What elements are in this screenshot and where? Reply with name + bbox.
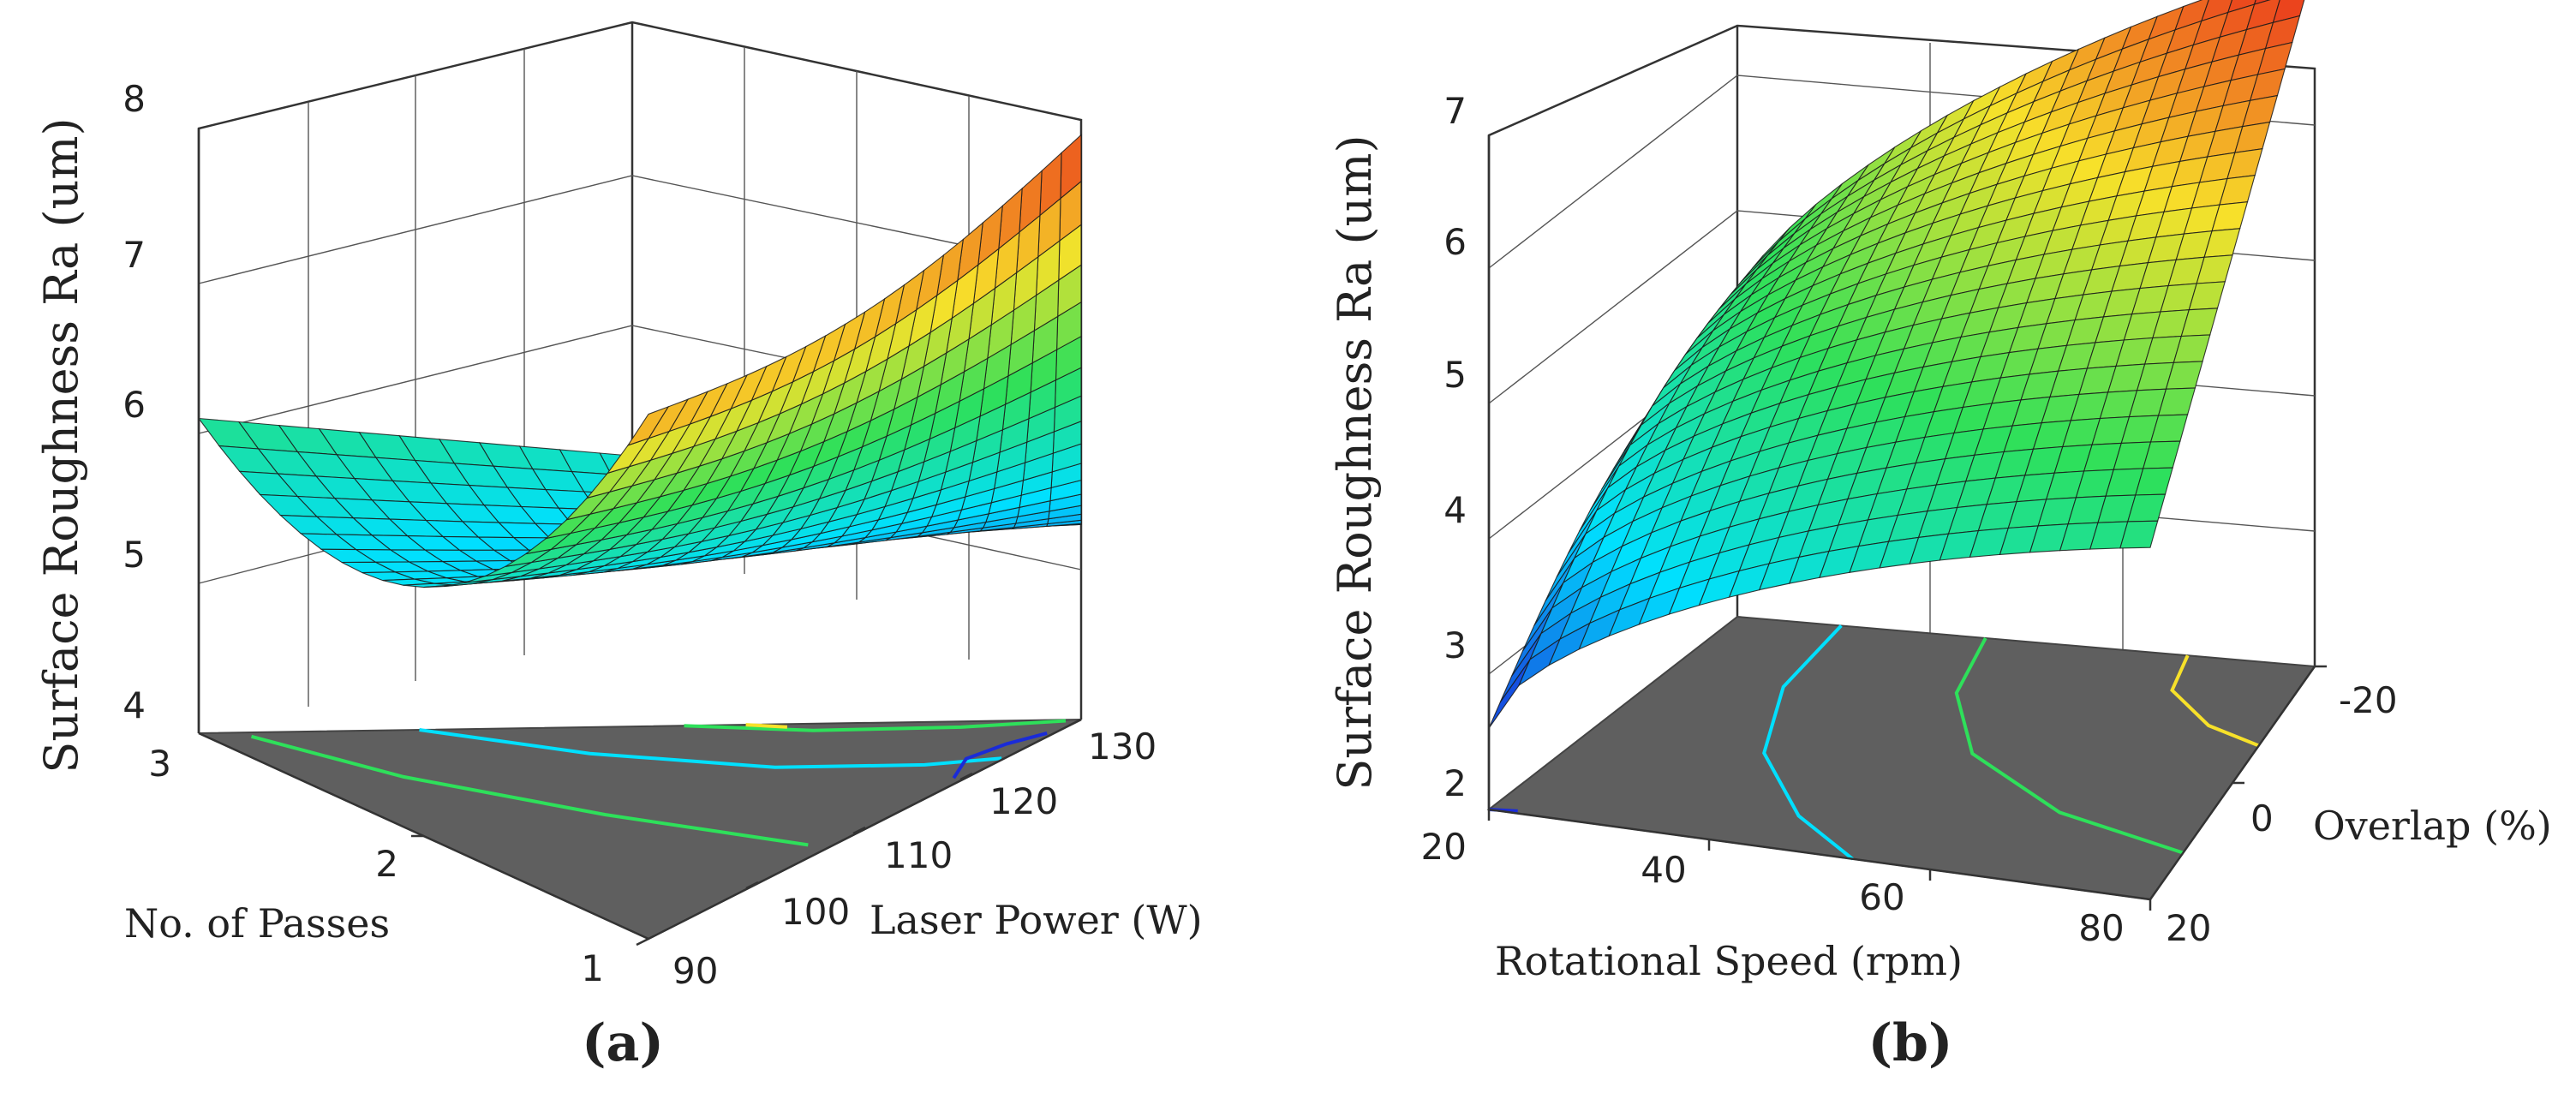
panel-b-x-ticks: 20 40 60 80 <box>1421 826 2125 949</box>
b-y-tick-0: 20 <box>2166 907 2211 949</box>
b-x-tick-2: 60 <box>1859 876 1904 918</box>
b-x-tick-3: 80 <box>2078 907 2124 949</box>
a-contour-0 <box>250 734 809 847</box>
panel-b: 2 3 4 5 6 7 20 40 60 80 20 0 -20 Rotatio… <box>1328 0 2552 1073</box>
a-grid-line-2 <box>198 175 1082 284</box>
b-x-tick-1: 40 <box>1641 849 1686 891</box>
a-edge-4 <box>852 826 866 835</box>
a-edge-3 <box>745 881 759 890</box>
a-zlabel: Surface Roughness Ra (um) <box>34 117 88 773</box>
a-caption: (a) <box>582 1013 664 1073</box>
a-y-tick-1: 2 <box>375 843 398 885</box>
a-edge-5 <box>959 772 973 781</box>
b-contour-2 <box>1954 636 2185 855</box>
a-contour-4 <box>745 723 788 729</box>
a-y-tick-2: 3 <box>148 743 171 785</box>
b-x-tick-0: 20 <box>1421 826 1467 868</box>
b-zlabel: Surface Roughness Ra (um) <box>1328 134 1382 790</box>
panel-a: 4 5 6 7 8 1 2 3 90 100 110 120 130 Laser… <box>34 21 1203 1073</box>
a-x-tick-0: 90 <box>672 950 718 992</box>
panel-b-y-ticks: 20 0 -20 <box>2166 679 2398 949</box>
a-z-tick-4: 8 <box>123 78 146 120</box>
b-z-tick-3: 5 <box>1443 354 1467 396</box>
b-z-tick-0: 2 <box>1443 762 1467 804</box>
a-contour-1 <box>419 728 1002 769</box>
b-contour-3 <box>2170 654 2260 748</box>
a-xlabel: Laser Power (W) <box>870 897 1203 943</box>
b-z-tick-5: 7 <box>1443 90 1467 132</box>
a-x-tick-4: 130 <box>1088 726 1157 767</box>
panel-a-y-ticks: 1 2 3 <box>148 743 604 989</box>
b-z-tick-4: 6 <box>1443 221 1467 263</box>
a-x-tick-3: 120 <box>989 780 1058 822</box>
a-z-tick-1: 5 <box>123 534 146 576</box>
a-ylabel: No. of Passes <box>124 900 390 947</box>
panel-b-front-edges <box>1487 135 2327 911</box>
a-z-tick-2: 6 <box>123 384 146 426</box>
b-contour-1 <box>1762 624 1854 861</box>
panel-a-z-ticks: 4 5 6 7 8 <box>123 78 146 726</box>
a-z-tick-0: 4 <box>123 684 146 726</box>
a-contour-2 <box>952 731 1048 779</box>
a-surface-cell-0-21 <box>626 405 670 446</box>
a-z-tick-3: 7 <box>123 234 146 276</box>
a-contour-3 <box>684 719 1067 732</box>
panel-a-surface <box>197 134 1082 588</box>
panel-b-floor-contours <box>1488 624 2260 861</box>
a-y-tick-0: 1 <box>581 947 604 989</box>
panel-b-surface <box>1488 0 2305 729</box>
b-xlabel: Rotational Speed (rpm) <box>1495 938 1963 984</box>
b-y-tick-1: 0 <box>2250 797 2274 839</box>
a-x-tick-2: 110 <box>884 834 953 876</box>
a-edge-2 <box>636 937 649 947</box>
b-caption: (b) <box>1868 1013 1953 1073</box>
b-surface-cell-21-0 <box>2119 520 2159 549</box>
panel-a-x-ticks: 90 100 110 120 130 <box>672 726 1157 992</box>
panel-a-floor-contours <box>250 719 1067 847</box>
b-z-tick-2: 4 <box>1443 489 1467 531</box>
panel-a-front-edges <box>197 128 1082 947</box>
b-y-tick-2: -20 <box>2339 679 2398 721</box>
a-edge-6 <box>1068 718 1082 727</box>
b-z-tick-1: 3 <box>1443 624 1467 666</box>
a-x-tick-1: 100 <box>781 891 850 933</box>
b-ylabel: Overlap (%) <box>2313 803 2552 849</box>
panel-b-z-ticks: 2 3 4 5 6 7 <box>1443 90 1467 804</box>
